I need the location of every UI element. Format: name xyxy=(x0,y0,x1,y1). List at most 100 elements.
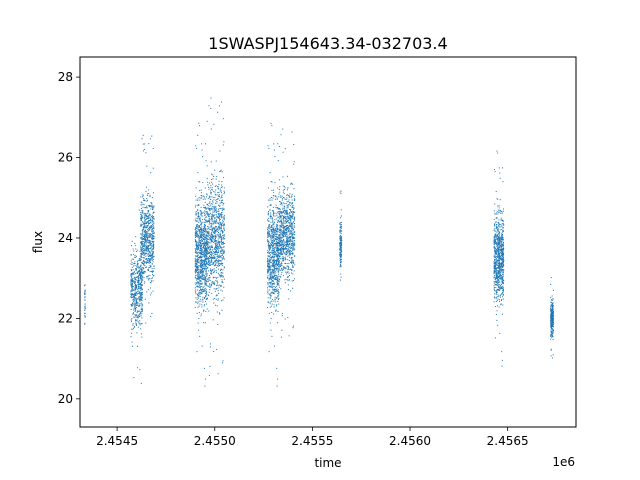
data-point xyxy=(293,247,295,249)
data-point xyxy=(201,260,203,262)
data-point xyxy=(140,309,142,311)
data-point xyxy=(202,236,204,238)
data-point xyxy=(205,259,207,261)
data-point xyxy=(131,304,133,306)
data-point xyxy=(210,263,212,265)
data-point xyxy=(218,242,220,244)
data-point xyxy=(279,231,281,233)
data-point xyxy=(216,264,218,266)
data-point xyxy=(282,243,284,245)
data-point xyxy=(278,211,280,213)
data-point xyxy=(268,233,270,235)
data-point xyxy=(143,261,145,263)
data-point xyxy=(290,221,292,223)
data-point xyxy=(205,271,207,273)
data-point xyxy=(152,270,154,272)
data-point xyxy=(219,275,221,277)
data-point xyxy=(148,237,150,239)
data-point xyxy=(214,250,216,252)
data-point xyxy=(216,255,218,257)
data-point xyxy=(495,314,497,316)
data-point xyxy=(152,275,154,277)
data-point xyxy=(213,270,215,272)
data-point xyxy=(135,276,137,278)
data-point xyxy=(147,255,149,257)
data-point xyxy=(221,280,223,282)
data-point xyxy=(217,248,219,250)
data-point xyxy=(135,281,137,283)
data-point xyxy=(270,293,272,295)
data-point xyxy=(269,248,271,250)
data-point xyxy=(339,234,341,236)
data-point xyxy=(222,242,224,244)
data-point xyxy=(143,282,145,284)
data-point xyxy=(206,193,208,195)
data-point xyxy=(147,269,149,271)
data-point xyxy=(199,280,201,282)
data-point xyxy=(219,252,221,254)
data-point xyxy=(220,216,222,218)
data-point xyxy=(195,256,197,258)
data-point xyxy=(283,212,285,214)
data-point xyxy=(143,247,145,249)
data-point xyxy=(194,282,196,284)
data-point xyxy=(140,249,142,251)
data-point xyxy=(285,262,287,264)
data-point xyxy=(207,244,209,246)
data-point xyxy=(136,316,138,318)
data-point xyxy=(270,214,272,216)
data-point xyxy=(291,261,293,263)
data-point xyxy=(275,305,277,307)
data-point xyxy=(290,247,292,249)
data-point xyxy=(200,210,202,212)
data-point xyxy=(215,208,217,210)
data-point xyxy=(200,233,202,235)
data-point xyxy=(286,246,288,248)
data-point xyxy=(209,205,211,207)
data-point xyxy=(220,285,222,287)
data-point xyxy=(213,219,215,221)
data-point xyxy=(216,247,218,249)
data-point xyxy=(293,207,295,209)
data-point xyxy=(267,274,269,276)
data-point xyxy=(147,217,149,219)
data-point xyxy=(149,205,151,207)
data-point xyxy=(340,253,342,255)
data-point xyxy=(140,272,142,274)
data-point xyxy=(201,306,203,308)
data-point xyxy=(139,320,141,322)
data-point xyxy=(140,196,142,198)
data-point xyxy=(277,267,279,269)
data-point xyxy=(277,295,279,297)
data-point xyxy=(147,221,149,223)
data-point xyxy=(285,258,287,260)
data-point xyxy=(286,236,288,238)
data-point xyxy=(282,151,284,153)
data-point xyxy=(266,282,268,284)
data-point xyxy=(137,279,139,281)
data-point xyxy=(202,273,204,275)
data-point xyxy=(266,228,268,230)
data-point xyxy=(274,291,276,293)
data-point xyxy=(276,207,278,209)
data-point xyxy=(204,207,206,209)
data-point xyxy=(339,249,341,251)
data-point xyxy=(276,277,278,279)
data-point xyxy=(290,230,292,232)
data-point xyxy=(285,210,287,212)
data-point xyxy=(150,220,152,222)
data-point xyxy=(140,298,142,300)
data-point xyxy=(201,266,203,268)
data-point xyxy=(267,234,269,236)
data-point xyxy=(199,303,201,305)
data-point xyxy=(280,252,282,254)
data-point xyxy=(203,275,205,277)
data-point xyxy=(290,215,292,217)
data-point xyxy=(148,193,150,195)
data-point xyxy=(147,250,149,252)
data-point xyxy=(272,260,274,262)
data-point xyxy=(198,329,200,331)
data-point xyxy=(196,285,198,287)
data-point xyxy=(284,246,286,248)
data-point xyxy=(150,234,152,236)
